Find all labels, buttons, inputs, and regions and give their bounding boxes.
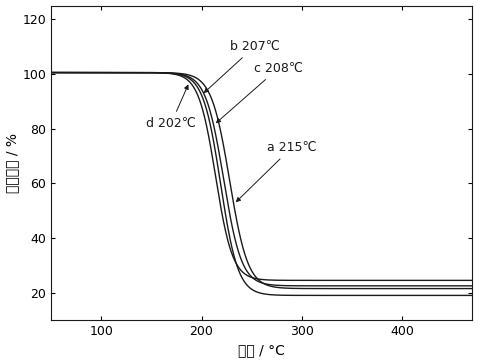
Text: b 207℃: b 207℃ (205, 40, 280, 93)
Text: a 215℃: a 215℃ (237, 141, 316, 201)
Text: d 202℃: d 202℃ (146, 85, 196, 130)
Y-axis label: 质量分数 / %: 质量分数 / % (6, 133, 20, 193)
Text: c 208℃: c 208℃ (217, 62, 303, 123)
X-axis label: 温度 / °C: 温度 / °C (239, 343, 285, 358)
